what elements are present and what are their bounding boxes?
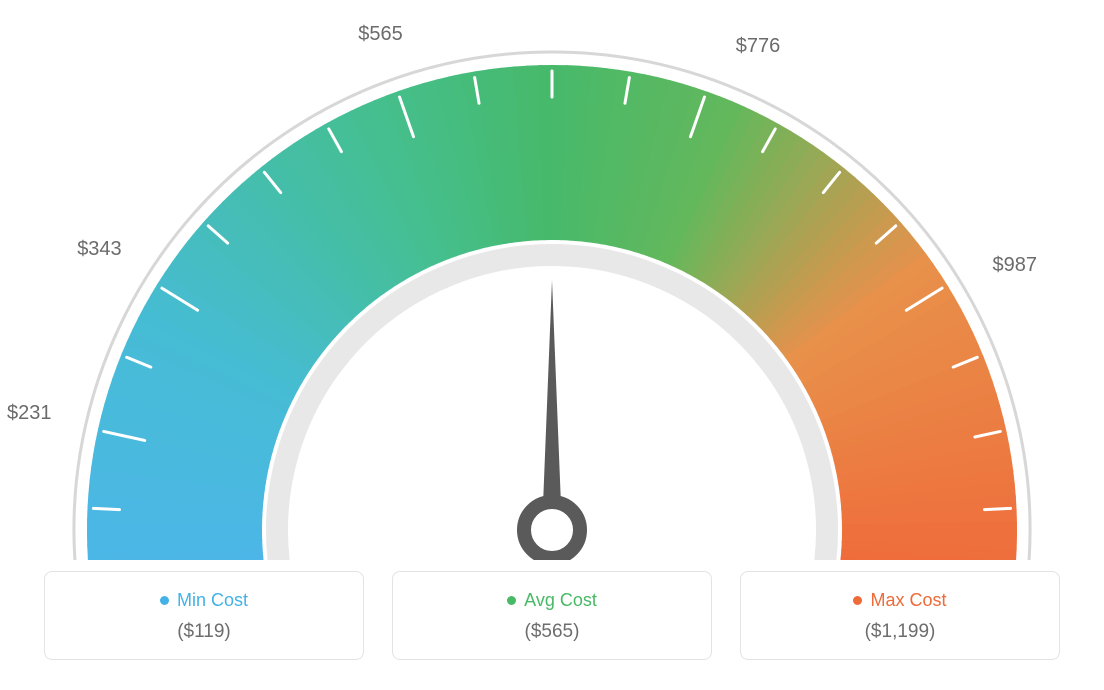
legend-dot-max [853, 596, 862, 605]
legend-card-max: Max Cost ($1,199) [740, 571, 1060, 660]
gauge-tick-label: $343 [77, 238, 122, 260]
legend-title-max: Max Cost [853, 590, 946, 611]
legend-title-avg: Avg Cost [507, 590, 597, 611]
chart-container: $119$231$343$565$776$987$1,199 Min Cost … [0, 0, 1104, 690]
legend-card-avg: Avg Cost ($565) [392, 571, 712, 660]
legend-label-min: Min Cost [177, 590, 248, 611]
legend-label-avg: Avg Cost [524, 590, 597, 611]
gauge-needle-hub [524, 502, 580, 558]
legend-value-avg: ($565) [403, 621, 701, 643]
gauge-tick-label: $565 [358, 23, 403, 45]
gauge-tick-label: $231 [7, 402, 52, 424]
legend-card-min: Min Cost ($119) [44, 571, 364, 660]
gauge-tick-label: $776 [736, 35, 781, 57]
legend-dot-avg [507, 596, 516, 605]
legend-value-max: ($1,199) [751, 621, 1049, 643]
legend-dot-min [160, 596, 169, 605]
legend-label-max: Max Cost [870, 590, 946, 611]
gauge-tick-label: $987 [992, 254, 1037, 276]
legend-value-min: ($119) [55, 621, 353, 643]
gauge-svg: $119$231$343$565$776$987$1,199 [0, 0, 1104, 560]
legend-title-min: Min Cost [160, 590, 248, 611]
gauge-area: $119$231$343$565$776$987$1,199 [0, 0, 1104, 560]
legend-row: Min Cost ($119) Avg Cost ($565) Max Cost… [0, 571, 1104, 660]
gauge-needle [542, 280, 562, 530]
